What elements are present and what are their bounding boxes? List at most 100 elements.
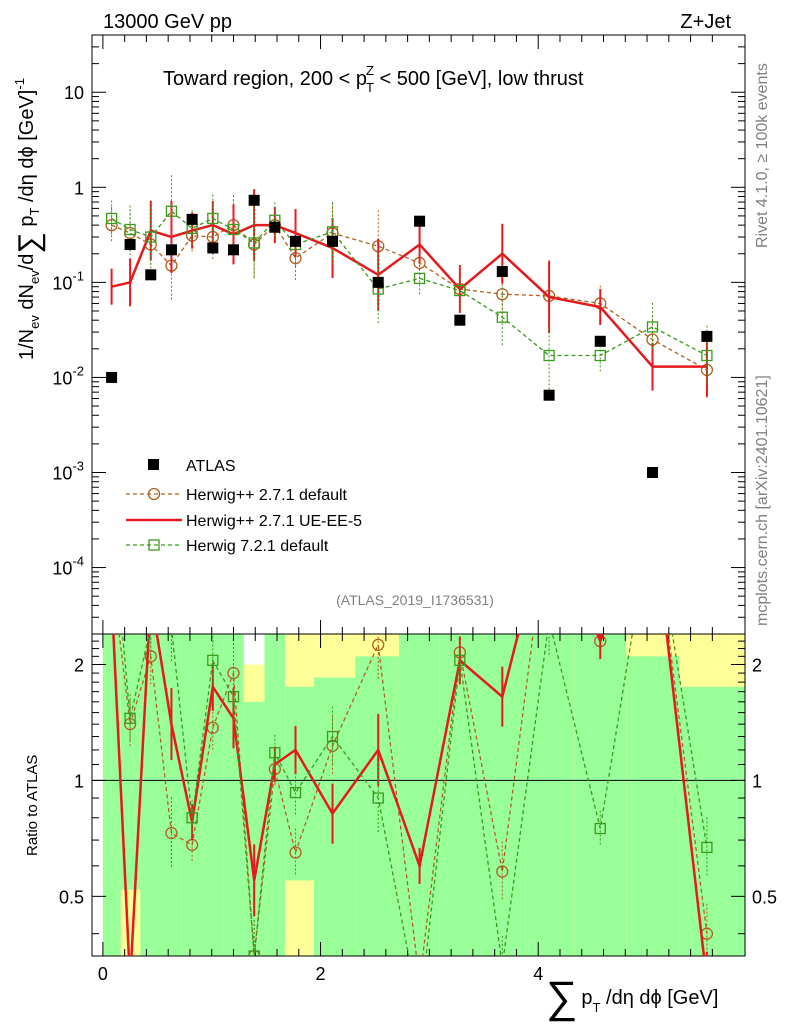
analysis-id: (ATLAS_2019_I1736531): [336, 592, 494, 608]
process-label: Z+Jet: [680, 11, 731, 33]
x-axis-label: ∑ pT /dη dϕ [GeV]: [546, 973, 718, 1022]
ratio-h721-point: [248, 950, 260, 956]
main-atlas-point: [372, 276, 384, 288]
ratio-band-inner: [120, 634, 141, 890]
ratio-band-inner: [481, 634, 526, 956]
ratio-h721-point: [415, 1007, 425, 1017]
main-atlas-point: [186, 213, 198, 225]
data-series: [105, 175, 714, 1017]
ratio-h271-point: [106, 565, 117, 576]
ratio-h271-point: [206, 721, 219, 734]
legend-h721-marker: [148, 539, 160, 551]
ratio-band-inner: [679, 686, 745, 956]
ratio-h721-point: [269, 747, 281, 759]
x-tick-label: 2: [316, 964, 326, 984]
main-atlas-point: [646, 466, 658, 478]
ratio-band-inner: [574, 634, 627, 956]
ratio-h271-point: [372, 638, 385, 651]
main-h721-point: [124, 223, 136, 236]
energy-label: 13000 GeV pp: [103, 11, 232, 33]
ratio-axis-label: Ratio to ATLAS: [24, 755, 41, 856]
region-title-sub: T: [366, 80, 374, 95]
main-h721-point: [701, 349, 713, 362]
ratio-h271-point: [165, 826, 178, 840]
main-atlas-point: [269, 221, 281, 233]
ratio-h721-point: [326, 730, 339, 743]
main-h721-point: [413, 272, 426, 285]
main-atlas-point: [414, 215, 426, 227]
y-tick-label: 10-1: [52, 268, 84, 293]
main-atlas-point: [454, 314, 466, 326]
ratio-plot-frame: [91, 633, 746, 957]
axis-ticks: 0 2 4 10-4 10-3 10-2 10-1 1 10 0.5 0.5 1 1 2 2: [52, 34, 777, 984]
ratio-h271-point: [289, 846, 302, 859]
x-tick-label: 0: [98, 964, 108, 984]
ratio-h271-point: [544, 506, 555, 517]
ratio-band-inner: [161, 634, 182, 956]
main-atlas-point: [496, 266, 508, 278]
ratio-tick-label-left: 1: [74, 771, 84, 791]
ratio-series-group: [106, 506, 714, 1017]
ratio-tick-label-left: 0.5: [59, 887, 84, 907]
x-tick-label: 4: [533, 964, 543, 984]
main-atlas-point: [290, 235, 302, 247]
legend-h271ue-label: Herwig++ 2.7.1 UE-EE-5: [186, 513, 362, 530]
ratio-band-inner: [355, 656, 399, 956]
ratio-h271-point: [185, 838, 199, 852]
ratio-h721-point: [289, 786, 302, 799]
legend-atlas-label: ATLAS: [186, 458, 236, 475]
ratio-h271-point: [496, 865, 509, 878]
ratio-h721-point: [594, 822, 606, 835]
main-h721-point: [165, 205, 178, 217]
ratio-h721-point: [372, 792, 384, 804]
main-series-group: [105, 175, 714, 478]
ratio-band-inner: [525, 634, 575, 956]
main-h721-point: [496, 311, 508, 323]
main-atlas-point: [207, 242, 219, 254]
y-tick-label: 10-3: [52, 458, 84, 483]
main-h721-point: [594, 349, 606, 362]
ratio-h721-point: [146, 622, 156, 632]
main-h721-point: [543, 349, 555, 362]
main-atlas-point: [227, 244, 239, 256]
ratio-band-inner: [181, 634, 203, 956]
y-tick-label: 1: [74, 178, 84, 198]
main-h721-point: [105, 212, 118, 225]
main-atlas-point: [106, 371, 118, 383]
ratio-h721-point: [454, 654, 466, 667]
legend: ATLAS Herwig++ 2.7.1 default Herwig++ 2.…: [126, 458, 362, 555]
legend-h271-label: Herwig++ 2.7.1 default: [186, 487, 348, 504]
y-axis-label-text: 1/Nev dNev/d∑ pT /dη dϕ [GeV]-1: [12, 78, 46, 360]
ratio-tick-label-right: 2: [752, 655, 762, 675]
ratio-band-inner: [264, 634, 286, 956]
x-axis-label-text: ∑ pT /dη dϕ [GeV]: [546, 973, 718, 1022]
ratio-h271-point: [647, 506, 658, 517]
main-h271-point: [496, 288, 509, 301]
ratio-h271-point: [700, 927, 714, 940]
ratio-band-inner: [102, 634, 121, 956]
ratio-band-inner: [314, 677, 356, 956]
ratio-band-inner: [439, 634, 482, 956]
main-h721-point: [248, 237, 260, 249]
ratio-h721-point: [107, 506, 117, 516]
main-atlas-point: [145, 269, 157, 281]
legend-atlas-marker: [148, 459, 159, 470]
main-atlas-point: [124, 239, 136, 251]
ratio-h271-point: [414, 976, 425, 987]
ratio-h721-point: [207, 654, 219, 667]
ratio-h721-point: [227, 691, 240, 703]
region-title-sup: Z: [366, 63, 374, 78]
rivet-label: Rivet 4.1.0, ≥ 100k events: [754, 63, 771, 248]
region-title-prefix: Toward region, 200 < p: [163, 68, 367, 90]
y-axis-label: 1/Nev dNev/d∑ pT /dη dϕ [GeV]-1: [12, 78, 46, 360]
ratio-tick-label-right: 0.5: [752, 887, 777, 907]
main-atlas-point: [701, 330, 713, 342]
main-h721-line: [111, 210, 708, 357]
ratio-tick-label-right: 1: [752, 771, 762, 791]
ratio-band-inner: [223, 634, 244, 956]
ratio-band-inner: [626, 656, 680, 956]
main-h721-point: [454, 284, 466, 297]
main-h271ue-line: [111, 223, 707, 368]
main-h271-point: [105, 218, 118, 232]
